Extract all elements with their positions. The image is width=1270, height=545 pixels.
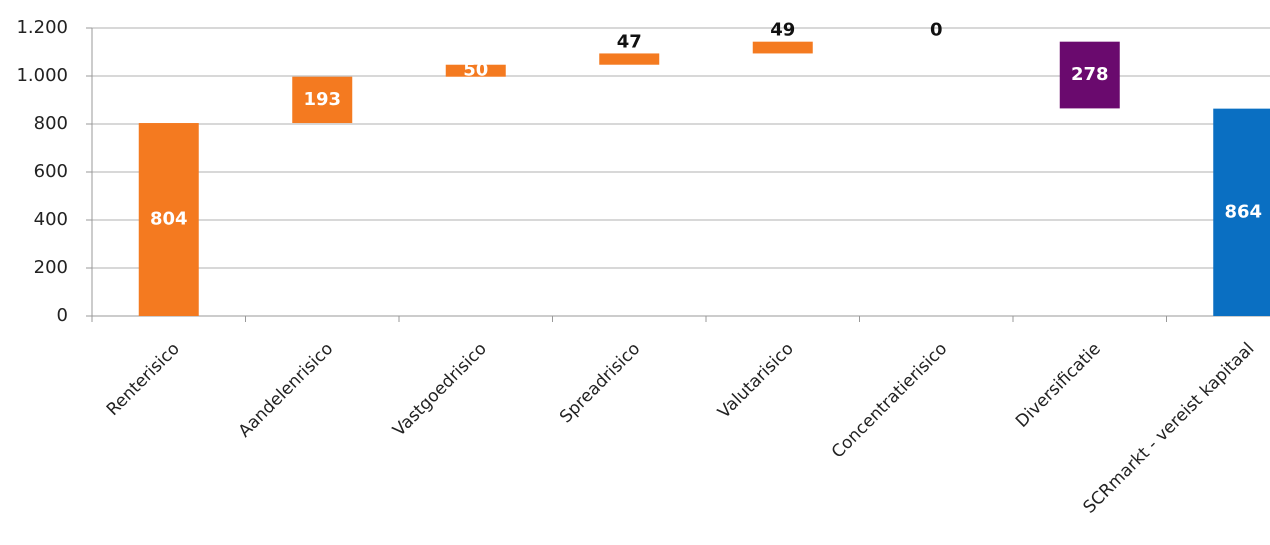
value-label: 47 bbox=[617, 31, 642, 52]
bar bbox=[752, 41, 813, 54]
y-tick-label: 400 bbox=[34, 209, 68, 230]
value-label: 50 bbox=[463, 60, 488, 81]
y-tick-label: 200 bbox=[34, 257, 68, 278]
bar bbox=[292, 76, 353, 124]
x-tick-label: Spreadrisico bbox=[556, 339, 644, 427]
bar bbox=[1213, 108, 1270, 316]
y-tick-label: 0 bbox=[57, 305, 68, 326]
y-tick-label: 1.000 bbox=[16, 65, 68, 86]
value-label: 278 bbox=[1071, 64, 1109, 85]
x-tick-label: Renterisico bbox=[103, 339, 184, 420]
y-tick-label: 800 bbox=[34, 113, 68, 134]
bar bbox=[599, 53, 660, 65]
x-tick-label: Aandelenrisico bbox=[235, 339, 338, 442]
y-tick-label: 600 bbox=[34, 161, 68, 182]
bar bbox=[138, 123, 199, 316]
bar bbox=[445, 64, 506, 77]
bar bbox=[1059, 41, 1120, 109]
value-label: 864 bbox=[1224, 201, 1262, 222]
value-label: 804 bbox=[150, 209, 188, 230]
value-label: 193 bbox=[303, 89, 341, 110]
x-tick-label: SCRmarkt - vereist kapitaal bbox=[1080, 339, 1259, 518]
x-tick-label: Concentratierisico bbox=[828, 339, 951, 462]
value-label: 49 bbox=[770, 20, 795, 41]
x-tick-label: Valutarisico bbox=[714, 339, 798, 423]
y-tick-label: 1.200 bbox=[16, 17, 68, 38]
x-tick-label: Vastgoedrisico bbox=[389, 339, 491, 441]
value-label: 0 bbox=[930, 20, 943, 41]
x-tick-label: Diversificatie bbox=[1012, 339, 1105, 432]
